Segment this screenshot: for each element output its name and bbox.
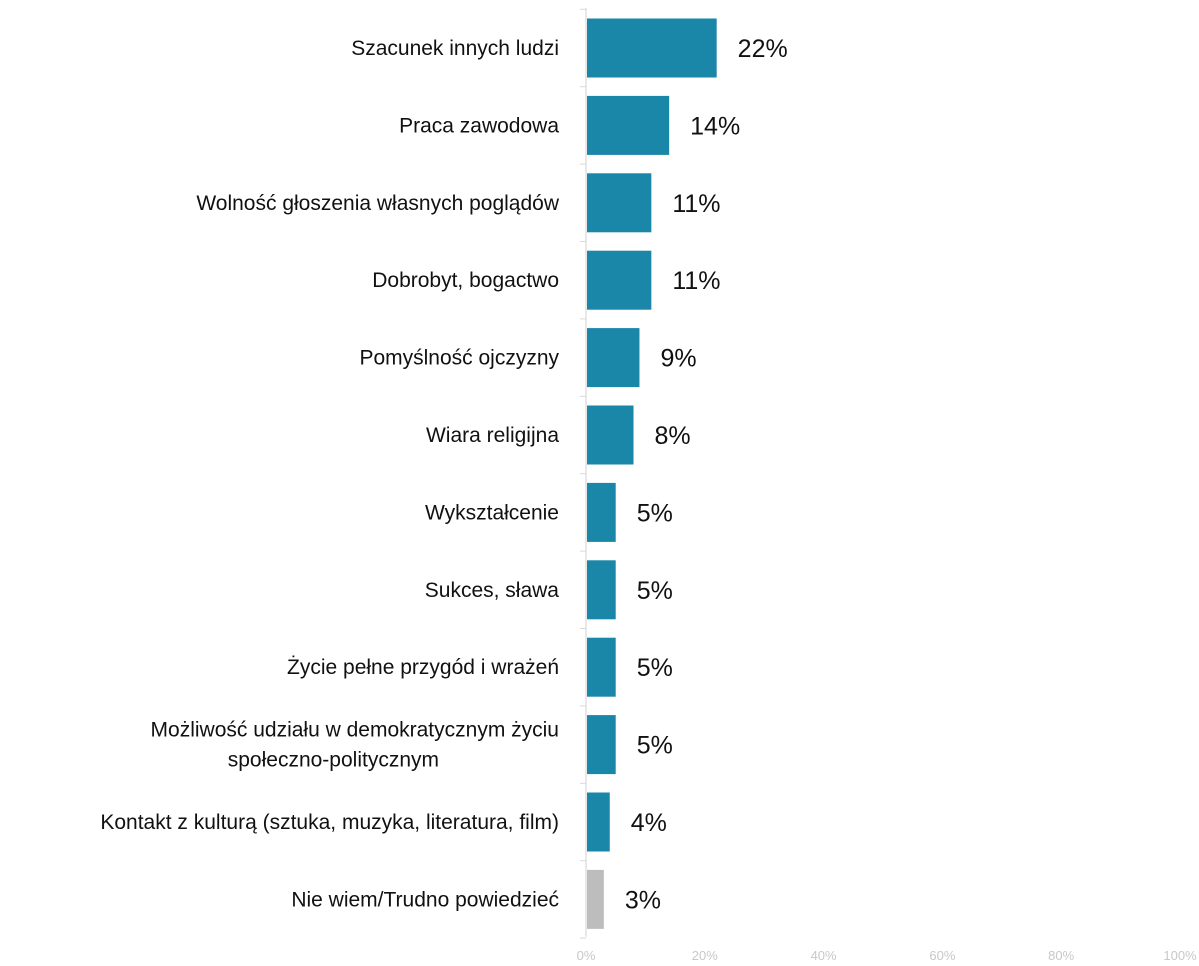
bar [587,715,616,775]
value-label: 5% [637,499,673,527]
value-label: 9% [660,345,696,373]
value-label: 14% [690,112,740,140]
bar [587,869,604,929]
value-label: 3% [625,886,661,914]
category-label: Możliwość udziału w demokratycznym życiu… [151,719,559,772]
bar [587,250,652,310]
value-label: 5% [637,732,673,760]
value-label: 8% [655,422,691,450]
bar [587,637,616,697]
bar [587,173,652,233]
x-tick-label: 60% [929,948,955,963]
value-label: 5% [637,654,673,682]
x-tick-label: 20% [692,948,718,963]
bar [587,95,670,155]
x-tick-label: 80% [1048,948,1074,963]
category-label: Życie pełne przygód i wrażeń [287,656,559,679]
bar [587,482,616,542]
bar [587,405,634,465]
bars-layer [587,18,717,929]
category-label: Praca zawodowa [399,114,559,137]
category-label: Dobrobyt, bogactwo [372,269,559,292]
category-label: Sukces, sława [425,579,560,602]
category-label: Kontakt z kulturą (sztuka, muzyka, liter… [100,811,559,834]
category-label: Pomyślność ojczyzny [359,347,559,370]
value-label: 4% [631,809,667,837]
x-tick-label: 0% [577,948,596,963]
value-label: 5% [637,577,673,605]
bar [587,328,640,388]
value-labels: 22% 14% 11% 11% 9% 8% 5% 5% 5% 5% 4% 3% [625,35,788,914]
category-label: Nie wiem/Trudno powiedzieć [291,888,559,911]
bar [587,560,616,620]
axis: 0% 20% 40% 60% 80% 100% [577,8,1197,963]
value-label: 11% [672,267,720,295]
category-label: Wykształcenie [425,501,559,524]
x-tick-label: 100% [1163,948,1197,963]
category-label: Szacunek innych ludzi [351,37,559,60]
value-label: 11% [672,190,720,218]
bar [587,18,717,78]
value-label: 22% [738,35,788,63]
bar [587,792,610,852]
category-label: Wolność głoszenia własnych poglądów [196,192,559,215]
category-label: Wiara religijna [426,424,559,447]
x-tick-label: 40% [811,948,837,963]
category-labels: Szacunek innych ludzi Praca zawodowa Wolno… [100,37,559,911]
